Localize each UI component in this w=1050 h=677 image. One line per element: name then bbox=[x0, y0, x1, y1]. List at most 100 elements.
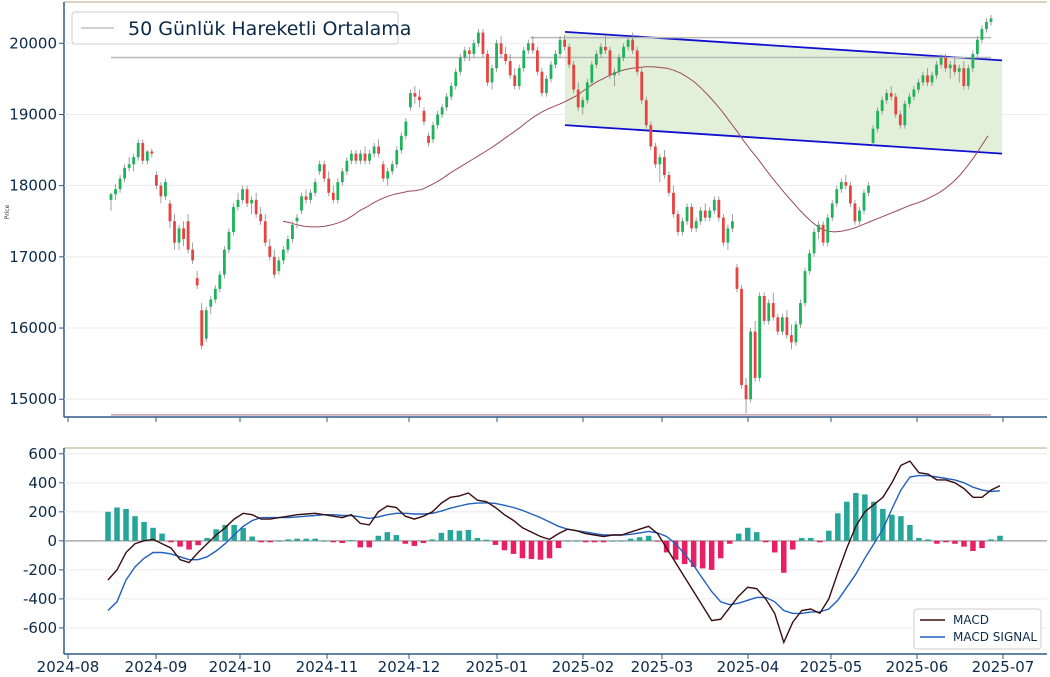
candlestick bbox=[227, 228, 231, 254]
candlestick bbox=[422, 107, 426, 126]
candle-body bbox=[354, 153, 358, 161]
candle-body bbox=[522, 50, 526, 69]
macd-histogram-bar bbox=[294, 538, 300, 541]
candlestick bbox=[894, 93, 898, 119]
candlestick bbox=[740, 285, 743, 389]
macd-signal-line bbox=[107, 474, 1001, 615]
macd-histogram-bar bbox=[907, 524, 913, 541]
candle-body bbox=[912, 89, 916, 97]
macd-histogram-bar bbox=[591, 540, 598, 543]
candle-body bbox=[209, 299, 213, 307]
candle-body bbox=[204, 310, 208, 339]
candlestick bbox=[268, 239, 272, 261]
candle-body bbox=[372, 146, 376, 154]
macd-histogram-bar bbox=[339, 540, 346, 544]
candlestick bbox=[327, 171, 331, 197]
candle-body bbox=[685, 207, 689, 222]
candlestick bbox=[467, 46, 471, 62]
candle-body bbox=[735, 267, 739, 289]
macd-histogram-bar bbox=[771, 540, 778, 553]
candlestick bbox=[821, 221, 825, 247]
candle-body bbox=[395, 150, 399, 165]
candlestick bbox=[785, 310, 789, 339]
macd-histogram-bar bbox=[564, 540, 571, 542]
candle-body bbox=[454, 71, 458, 86]
candlestick bbox=[871, 125, 875, 147]
candle-body bbox=[635, 50, 639, 72]
candle-body bbox=[867, 185, 870, 193]
candle-body bbox=[717, 199, 721, 218]
candlestick bbox=[259, 207, 263, 225]
macd-histogram-bar bbox=[537, 540, 544, 560]
candle-body bbox=[567, 46, 571, 65]
candle-body bbox=[490, 68, 494, 83]
candle-body bbox=[839, 182, 843, 190]
candlestick bbox=[935, 61, 938, 79]
candlestick bbox=[368, 150, 371, 165]
macd-histogram-bar bbox=[808, 537, 814, 541]
candle-body bbox=[953, 64, 957, 72]
candle-body bbox=[762, 295, 766, 321]
macd-histogram-bar bbox=[735, 533, 742, 541]
candlestick bbox=[903, 100, 907, 129]
macd-histogram-bar bbox=[375, 535, 382, 541]
macd-histogram-bar bbox=[240, 527, 246, 541]
candle-body bbox=[740, 288, 743, 385]
candlestick bbox=[617, 53, 621, 76]
candle-body bbox=[141, 142, 145, 161]
candle-body bbox=[118, 178, 122, 190]
candle-body bbox=[340, 171, 344, 183]
candlestick bbox=[313, 178, 317, 197]
candle-body bbox=[399, 135, 403, 151]
candlestick bbox=[907, 93, 911, 108]
macd-histogram-bar bbox=[429, 539, 436, 541]
candle-body bbox=[622, 46, 625, 58]
candle-body bbox=[313, 182, 317, 193]
macd-histogram-bar bbox=[141, 521, 147, 541]
candlestick bbox=[295, 214, 299, 229]
candlestick bbox=[558, 36, 562, 58]
candlestick bbox=[281, 246, 285, 264]
candlestick bbox=[449, 82, 453, 101]
candlestick bbox=[712, 196, 716, 215]
candlestick bbox=[204, 306, 208, 343]
candle-body bbox=[590, 64, 594, 83]
candle-body bbox=[898, 114, 902, 126]
candle-body bbox=[962, 68, 966, 86]
candlestick bbox=[241, 185, 244, 204]
candlestick bbox=[336, 178, 340, 204]
candle-body bbox=[731, 221, 734, 229]
macd-histogram-bar bbox=[853, 492, 859, 541]
candlestick bbox=[563, 34, 567, 51]
candlestick bbox=[399, 132, 403, 154]
candle-body bbox=[277, 260, 281, 272]
x-tick-label: 2024-09 bbox=[125, 658, 188, 676]
candlestick bbox=[608, 46, 612, 79]
macd-tick-label: 0 bbox=[47, 532, 57, 550]
x-tick-label: 2025-05 bbox=[800, 658, 863, 676]
candle-body bbox=[862, 192, 866, 211]
macd-histogram-bar bbox=[636, 537, 643, 541]
candlestick bbox=[626, 36, 630, 51]
candle-body bbox=[640, 71, 644, 101]
macd-histogram-bar bbox=[672, 540, 679, 560]
candle-body bbox=[386, 171, 390, 179]
candlestick bbox=[263, 214, 267, 247]
candlestick bbox=[254, 192, 258, 218]
candle-body bbox=[980, 29, 984, 40]
candle-body bbox=[114, 189, 117, 195]
candlestick bbox=[359, 150, 362, 165]
candle-body bbox=[803, 271, 807, 304]
candle-body bbox=[458, 57, 462, 72]
candlestick bbox=[780, 313, 784, 336]
candle-body bbox=[776, 317, 780, 332]
candle-body bbox=[154, 174, 158, 186]
macd-histogram-bar bbox=[330, 540, 337, 543]
candlestick bbox=[223, 246, 226, 279]
candlestick bbox=[917, 78, 920, 94]
x-tick-label: 2025-04 bbox=[717, 658, 780, 676]
macd-histogram-bar bbox=[780, 540, 787, 573]
candlestick bbox=[145, 150, 149, 165]
macd-histogram-bar bbox=[744, 527, 751, 541]
macd-histogram-bar bbox=[970, 540, 976, 551]
